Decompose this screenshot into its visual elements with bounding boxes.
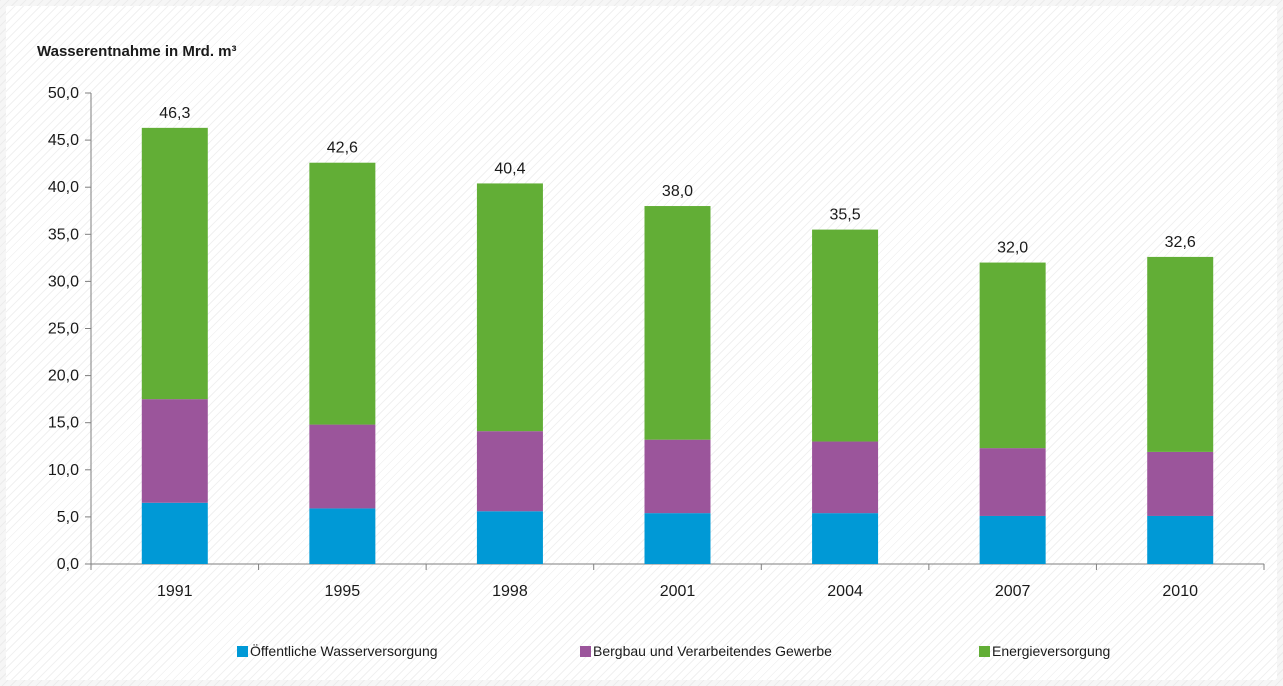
x-tick-label: 2007 <box>995 583 1031 600</box>
y-tick-label: 10,0 <box>48 462 79 479</box>
x-tick-label: 1998 <box>492 583 528 600</box>
bar-segment <box>644 206 711 440</box>
y-tick-label: 5,0 <box>57 509 79 526</box>
total-label: 46,3 <box>159 105 190 122</box>
chart-frame <box>6 6 1277 680</box>
bar-segment <box>476 511 543 564</box>
x-tick-label: 2001 <box>660 583 696 600</box>
bar-segment <box>141 127 208 400</box>
bar-segment <box>812 441 879 514</box>
total-label: 40,4 <box>494 160 525 177</box>
y-tick-label: 20,0 <box>48 368 79 385</box>
bar-segment <box>141 399 208 503</box>
legend: Öffentliche Wasserversorgung Bergbau und … <box>237 642 1110 659</box>
total-label: 38,0 <box>662 183 693 200</box>
bar-segment <box>476 183 543 432</box>
total-label: 35,5 <box>830 207 861 224</box>
y-tick-label: 50,0 <box>48 85 79 102</box>
y-axis: 0,0 5,0 10,0 15,0 20,0 25,0 30,0 35,0 40,0 45,0 50… <box>48 85 92 573</box>
y-tick-label: 30,0 <box>48 273 79 290</box>
bar-segment <box>644 513 711 564</box>
bar-segment <box>644 439 711 514</box>
x-tick-label: 1991 <box>157 583 193 600</box>
y-tick-label: 40,0 <box>48 179 79 196</box>
bar-segment <box>812 229 879 442</box>
x-tick-label: 2004 <box>827 583 863 600</box>
bar-segment <box>1147 451 1214 516</box>
bar-segment <box>979 448 1046 516</box>
bar-segment <box>979 262 1046 449</box>
legend-swatch <box>580 646 591 657</box>
legend-label: Energieversorgung <box>992 643 1110 659</box>
y-tick-label: 35,0 <box>48 226 79 243</box>
total-label: 32,6 <box>1165 234 1196 251</box>
bar-segment <box>1147 515 1214 564</box>
bar-segment <box>1147 256 1214 452</box>
legend-label: Bergbau und Verarbeitendes Gewerbe <box>593 643 832 659</box>
bar-segment <box>141 502 208 564</box>
y-tick-label: 0,0 <box>57 556 79 573</box>
bar-segment <box>309 162 376 425</box>
total-label: 42,6 <box>327 140 358 157</box>
bar-segment <box>476 431 543 512</box>
data-labels: 46,3 42,6 40,4 38,0 35,5 32,0 32,6 <box>159 105 1196 257</box>
total-label: 32,0 <box>997 240 1028 257</box>
x-axis: 1991 1995 1998 2001 2004 2007 2010 <box>90 563 1265 600</box>
bar-segment <box>812 513 879 564</box>
legend-swatch <box>979 646 990 657</box>
y-tick-label: 15,0 <box>48 415 79 432</box>
x-tick-label: 2010 <box>1162 583 1198 600</box>
bar-segment <box>309 424 376 509</box>
bars <box>141 127 1214 564</box>
legend-swatch <box>237 646 248 657</box>
bar-segment <box>979 515 1046 564</box>
y-tick-label: 25,0 <box>48 321 79 338</box>
x-tick-label: 1995 <box>325 583 361 600</box>
bar-segment <box>309 508 376 564</box>
legend-label: Öffentliche Wasserversorgung <box>250 642 438 659</box>
y-tick-label: 45,0 <box>48 132 79 149</box>
chart-title: Wasserentnahme in Mrd. m³ <box>37 43 236 60</box>
